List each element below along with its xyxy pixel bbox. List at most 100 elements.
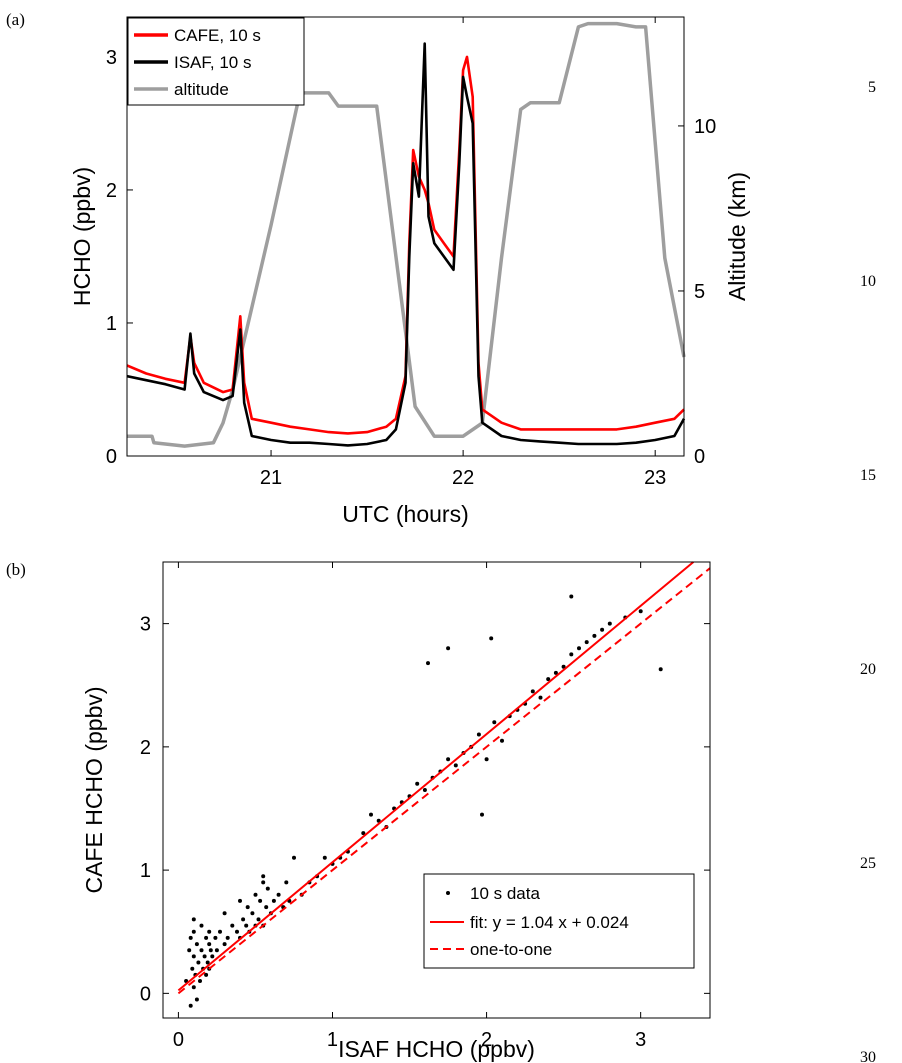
data-point [222, 911, 227, 916]
data-point [214, 948, 219, 953]
panel-b-x-axis-label: ISAF HCHO (ppbv) [338, 1036, 535, 1062]
data-point [213, 935, 218, 940]
legend-label-cafe: CAFE, 10 s [174, 26, 261, 45]
data-point [191, 985, 196, 990]
panel-label-a: (a) [6, 10, 25, 29]
x-tick-label: 0 [173, 1029, 184, 1051]
data-point [553, 670, 558, 675]
data-point [187, 948, 192, 953]
panel-a-series [126, 21, 686, 448]
data-point [476, 732, 481, 737]
series-line-cafe [126, 55, 685, 435]
panel-b-y-axis-label: CAFE HCHO (ppbv) [81, 686, 107, 893]
data-point [190, 966, 195, 971]
line-number-15: 15 [860, 467, 876, 484]
legend-label-one-to-one: one-to-one [470, 940, 552, 959]
data-point [480, 812, 484, 817]
data-point [218, 929, 222, 934]
panel-b-ticks: 0 1 2 3 0 1 2 3 [140, 562, 710, 1051]
data-point [241, 917, 246, 922]
data-point [258, 898, 263, 903]
x-tick-label: 1 [327, 1029, 338, 1051]
data-point [638, 609, 643, 614]
data-point [600, 627, 605, 632]
panel-a-x-axis-label: UTC (hours) [342, 501, 469, 527]
y-tick-label: 1 [140, 860, 151, 882]
data-point [198, 979, 202, 983]
chart-panel-b: 0 1 2 3 0 1 2 3 ISAF HCHO (ppbv) CAFE HCHO (ppb… [81, 561, 711, 1062]
line-number-5: 5 [868, 79, 876, 96]
y-tick-label: 3 [106, 47, 117, 69]
panel-b-legend-box [423, 873, 695, 969]
data-point [271, 898, 276, 903]
data-point [489, 636, 494, 641]
data-point [546, 677, 551, 682]
data-point [569, 594, 574, 599]
data-point [607, 621, 612, 626]
data-point [194, 942, 199, 947]
panel-label-b: (b) [6, 560, 26, 579]
data-point [191, 929, 196, 934]
data-point [361, 831, 366, 836]
y-tick-label: 0 [106, 446, 117, 468]
data-point [369, 812, 373, 817]
panel-b-axes-box [162, 561, 711, 1019]
data-point [584, 640, 589, 645]
data-point [569, 652, 574, 657]
data-point [446, 646, 451, 651]
panel-b-legend: 10 s data fit: y = 1.04 x + 0.024 one-to… [423, 873, 695, 969]
legend-label-altitude: altitude [174, 80, 229, 99]
data-point [199, 948, 204, 953]
series-line-altitude [127, 21, 686, 448]
y-tick-label: 2 [140, 737, 151, 759]
data-point [261, 874, 266, 879]
data-point [188, 935, 193, 940]
data-point [210, 954, 215, 959]
data-point [561, 664, 566, 669]
data-point [230, 923, 235, 928]
data-point [530, 689, 535, 694]
data-point [577, 646, 581, 651]
data-point [204, 935, 209, 940]
data-point [199, 923, 204, 928]
y-tick-label: 2 [106, 180, 117, 202]
y2-tick-label: 5 [694, 281, 705, 303]
x-tick-label: 2 [481, 1029, 492, 1051]
data-point [284, 880, 289, 885]
data-point [538, 695, 543, 700]
x-tick-label: 22 [452, 467, 474, 489]
data-point [196, 960, 201, 965]
data-point [484, 757, 489, 762]
data-point [492, 720, 497, 725]
y2-tick-label: 10 [694, 116, 716, 138]
data-point [426, 661, 430, 666]
data-point [322, 855, 327, 860]
data-point [264, 905, 269, 910]
legend-marker-data [446, 891, 450, 895]
legend-label-isaf: ISAF, 10 s [174, 53, 251, 72]
line-numbers: 5 10 15 20 25 30 [860, 79, 876, 1063]
line-number-10: 10 [860, 273, 876, 290]
data-point [244, 923, 249, 928]
data-point [202, 954, 207, 959]
data-point [205, 960, 210, 965]
data-point [207, 942, 212, 947]
y-tick-label: 1 [106, 313, 117, 335]
data-point [191, 917, 196, 922]
legend-label-fit: fit: y = 1.04 x + 0.024 [470, 913, 629, 932]
data-point [446, 757, 451, 762]
panel-a-axes-box [126, 16, 685, 457]
data-point [245, 905, 250, 910]
panel-a-y2-axis-label: Altitude (km) [724, 172, 750, 301]
data-point [453, 763, 458, 768]
line-number-25: 25 [860, 855, 876, 872]
legend-label-data: 10 s data [470, 884, 540, 903]
data-point [500, 738, 504, 743]
line-number-20: 20 [860, 661, 876, 678]
data-point [265, 886, 270, 891]
data-point [253, 892, 258, 897]
data-point [292, 855, 296, 860]
